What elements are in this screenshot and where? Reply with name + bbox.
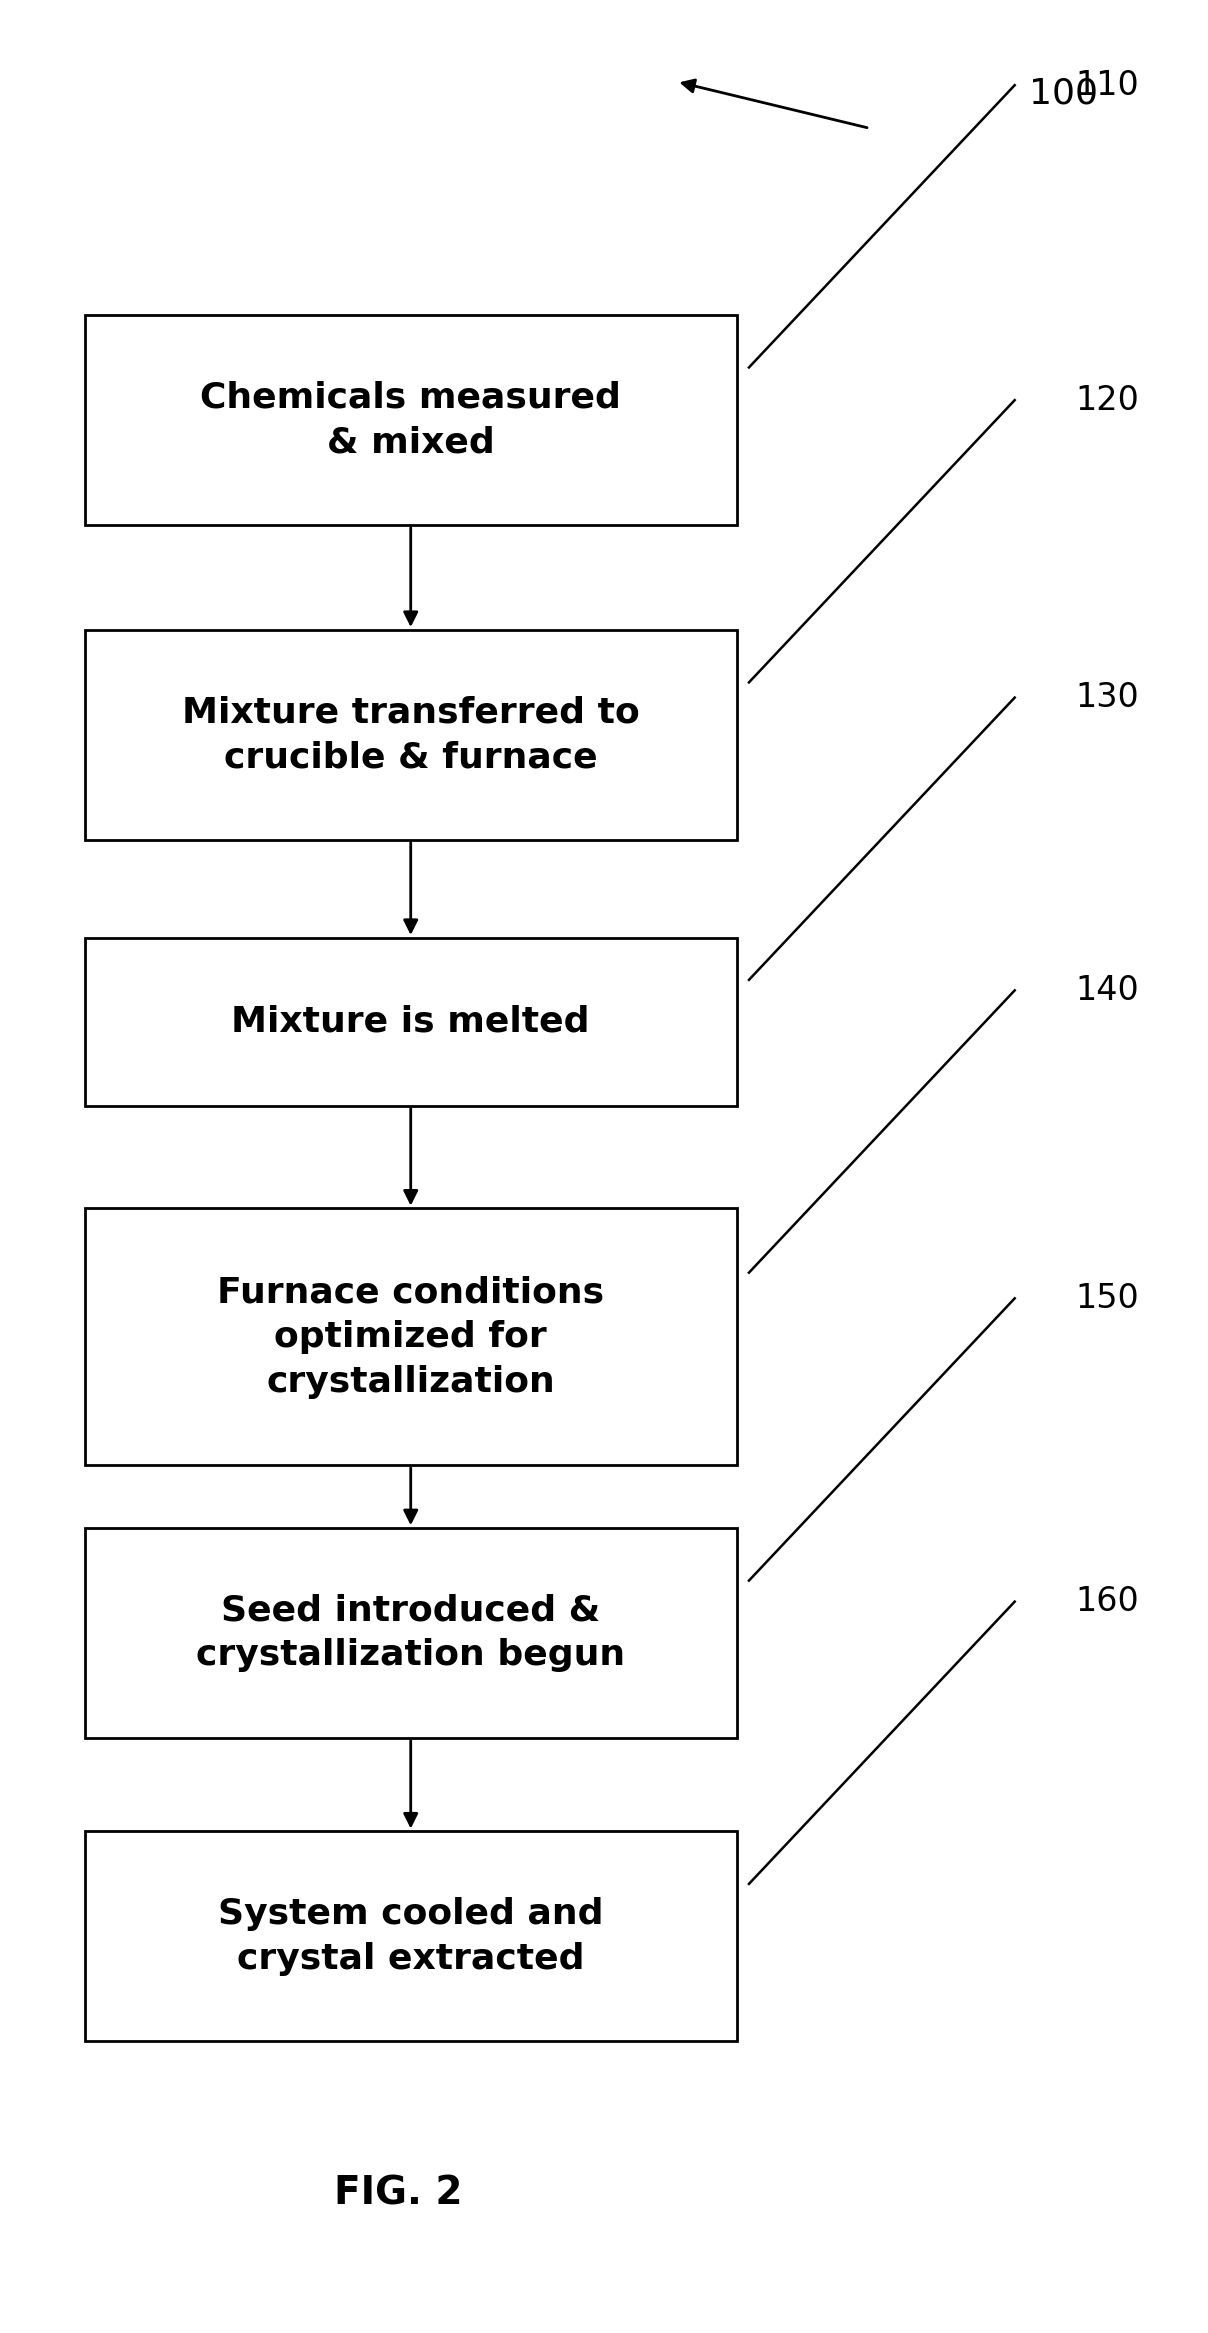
- Text: Mixture is melted: Mixture is melted: [232, 1006, 590, 1038]
- Text: 100: 100: [1028, 77, 1098, 110]
- Bar: [85, 938, 737, 1106]
- Text: 110: 110: [1075, 68, 1139, 103]
- Text: Seed introduced &
crystallization begun: Seed introduced & crystallization begun: [196, 1593, 626, 1673]
- Text: 150: 150: [1075, 1281, 1139, 1316]
- Bar: [85, 1528, 737, 1738]
- Text: 140: 140: [1075, 973, 1139, 1008]
- Text: FIG. 2: FIG. 2: [335, 2174, 463, 2212]
- Bar: [85, 1208, 737, 1465]
- Bar: [85, 630, 737, 840]
- Text: Furnace conditions
optimized for
crystallization: Furnace conditions optimized for crystal…: [217, 1276, 604, 1397]
- Text: 120: 120: [1075, 383, 1139, 418]
- Bar: [85, 315, 737, 525]
- Bar: [85, 1831, 737, 2041]
- Text: System cooled and
crystal extracted: System cooled and crystal extracted: [217, 1897, 604, 1976]
- Text: Chemicals measured
& mixed: Chemicals measured & mixed: [201, 380, 621, 460]
- Text: 160: 160: [1075, 1584, 1139, 1619]
- Text: 130: 130: [1075, 681, 1139, 714]
- Text: Mixture transferred to
crucible & furnace: Mixture transferred to crucible & furnac…: [182, 695, 639, 775]
